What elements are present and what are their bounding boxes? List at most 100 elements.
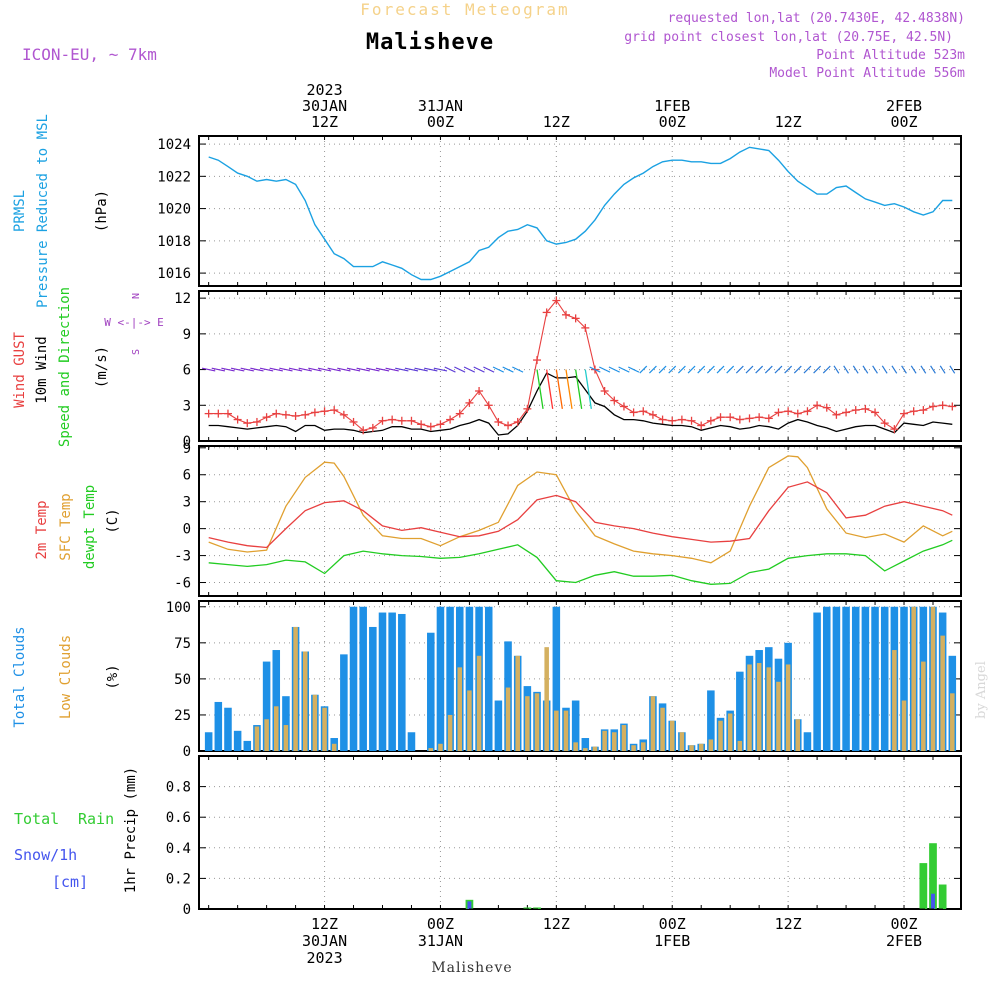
wind-direction-arrow (433, 367, 448, 372)
low-clouds-bar (544, 647, 549, 751)
low-clouds-bar (766, 667, 772, 751)
low-clouds-bar (438, 743, 443, 751)
total-clouds-bar (552, 606, 561, 751)
wind-direction-arrow (512, 366, 524, 373)
total-clouds-bar (359, 606, 367, 751)
wind-direction-arrow (833, 365, 840, 374)
y-tick-label: 0.8 (166, 780, 191, 796)
wind-direction-arrow (288, 367, 303, 372)
wind-direction-arrow (706, 365, 715, 374)
wind-direction-arrow (327, 367, 341, 372)
low-clouds-bar (302, 651, 308, 751)
units-label: (C) (105, 508, 121, 533)
total-clouds-bar (243, 740, 252, 751)
total-clouds-bar (842, 606, 850, 751)
time-label-bottom: 1FEB (654, 932, 690, 950)
low-clouds-bar (428, 748, 434, 751)
low-clouds-bar (940, 635, 945, 751)
low-clouds-bar (950, 693, 955, 751)
low-clouds-bar (467, 690, 472, 751)
low-clouds-bar (756, 663, 762, 751)
low-clouds-bar (563, 710, 569, 751)
rain-bar (523, 907, 532, 909)
y-axis-label: Rain (78, 810, 114, 828)
low-clouds-bar (737, 740, 743, 751)
snow-bar (467, 901, 472, 909)
units-label: 1hr Precip (mm) (123, 767, 139, 893)
low-clouds-bar (727, 713, 733, 751)
time-label-top: 12Z (775, 113, 802, 131)
wind-direction-arrow (910, 365, 917, 374)
total-clouds-bar (571, 700, 580, 751)
wind-direction-arrow (852, 365, 859, 374)
y-tick-label: 3 (183, 398, 191, 414)
y-axis-label: Total (14, 810, 59, 828)
y-tick-label: 75 (174, 636, 191, 652)
wind-direction-arrow (813, 365, 822, 374)
y-tick-label: 0.6 (166, 810, 191, 826)
y-tick-label: 25 (174, 708, 191, 724)
time-label-bottom: 2023 (306, 949, 342, 967)
total-clouds-bar (398, 613, 406, 751)
low-clouds-bar (525, 696, 530, 751)
total-clouds-bar (861, 606, 870, 751)
wind-direction-arrow (502, 366, 514, 373)
rain-bar (533, 907, 541, 909)
wind-direction-arrow (822, 365, 831, 374)
low-clouds-bar (312, 694, 318, 751)
low-clouds-bar (660, 707, 665, 751)
low-clouds-bar (718, 720, 723, 751)
time-label-bottom: 12Z (775, 915, 802, 933)
y-tick-label: 9 (183, 441, 191, 457)
wind-direction-arrow (939, 365, 946, 374)
rain-bar (938, 884, 947, 909)
compass-label: N (131, 293, 142, 299)
wind-direction-arrow (308, 367, 322, 372)
wind-direction-arrow (317, 367, 332, 372)
wind-direction-arrow (949, 365, 956, 374)
y-tick-label: 6 (183, 468, 191, 484)
low-clouds-bar (679, 732, 685, 751)
wind-direction-arrow (639, 365, 648, 374)
wind-direction-arrow (745, 365, 754, 374)
y-tick-label: -3 (174, 549, 191, 565)
y-tick-label: 0 (183, 522, 191, 538)
low-clouds-bar (447, 714, 453, 751)
total-clouds-bar (427, 632, 435, 751)
total-clouds-bar (832, 606, 841, 751)
snow-bar (931, 893, 935, 909)
wind-direction-arrow (395, 367, 409, 372)
wind-direction-arrow (930, 365, 936, 374)
wind-direction-arrow (901, 365, 907, 374)
total-clouds-bar (262, 661, 271, 751)
dewpt-line (208, 539, 953, 585)
total-clouds-bar (484, 606, 493, 751)
total-clouds-bar (707, 690, 715, 751)
panel-frame (198, 290, 962, 442)
time-label-bottom: 2FEB (886, 932, 922, 950)
wind-direction-arrow (648, 365, 657, 374)
low-clouds-bar (612, 732, 617, 751)
y-axis-label: [cm] (52, 873, 88, 891)
wind-direction-arrow (584, 369, 592, 409)
wind-direction-arrow (920, 365, 927, 374)
y-axis-label: SFC Temp (58, 493, 74, 560)
wind-direction-arrow (366, 367, 380, 372)
time-label-top: 12Z (311, 113, 338, 131)
wind-direction-arrow (668, 365, 677, 374)
time-label-bottom: 31JAN (418, 932, 463, 950)
low-clouds-bar (621, 725, 627, 751)
location-title: Malisheve (366, 30, 494, 55)
rain-bar (919, 863, 928, 909)
pressure-panel: 1016 1018 1020 1022 1024 PRMSL Pressure Reduce… (12, 114, 962, 308)
total-clouds-bar (851, 606, 860, 751)
wind-direction-arrow (872, 365, 878, 374)
wind-direction-arrow (211, 367, 226, 372)
total-clouds-bar (204, 732, 213, 751)
wind-direction-arrow (473, 366, 485, 373)
temp-2m-line (208, 481, 953, 549)
low-clouds-bar (892, 650, 897, 751)
